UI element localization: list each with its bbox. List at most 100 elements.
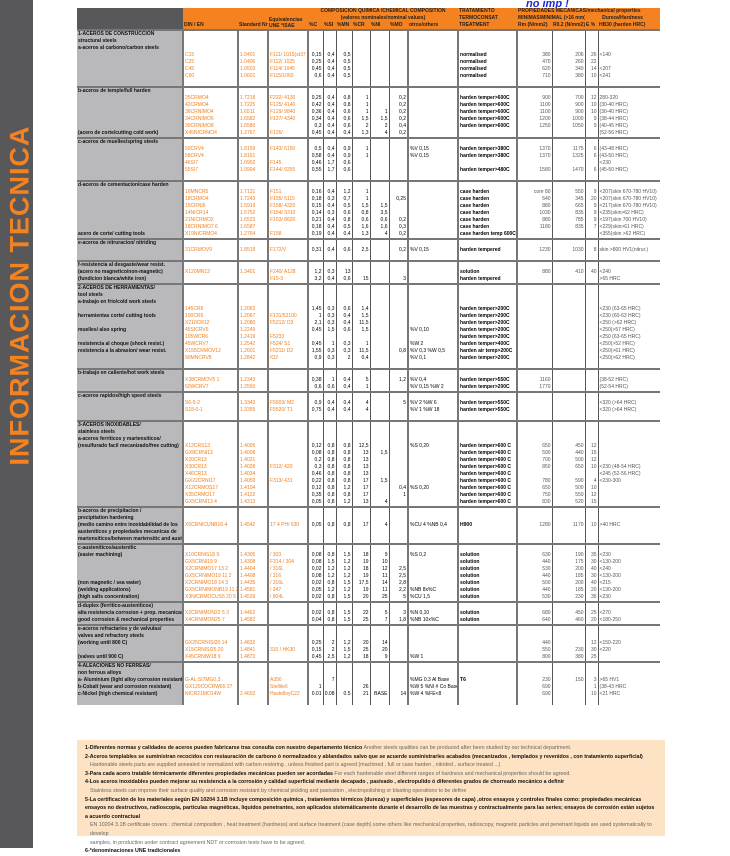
cell-equiv: / 316L (268, 566, 309, 573)
cell-equiv (268, 153, 309, 160)
cell-standard: 1.6580 (238, 123, 269, 130)
table-row: 14NICR14 1.5752 F154/ 3310 0,14 0,3 0,6 0,8 3,5… (77, 210, 660, 217)
cell-si: 0,8 (323, 464, 337, 471)
cell-hardness (598, 601, 661, 610)
cell-ni (370, 368, 390, 377)
table-row: (fundicion blanca/white iron) F15-3 3,2 0,4… (77, 276, 660, 284)
cell-mo (389, 536, 409, 544)
cell-mo (389, 160, 409, 167)
cell-cr: 19 (352, 573, 371, 580)
cell-mo: 0,2 (389, 217, 409, 224)
cell-equiv (268, 299, 309, 306)
cell-standard: 1.4542 (238, 522, 269, 529)
cell-ni (370, 355, 390, 362)
cell-cr: 11,5 (352, 348, 371, 355)
cell-si: 0,3 (323, 313, 337, 320)
cell-others (408, 123, 460, 130)
cell-label: valves and refractory steels (77, 633, 184, 640)
cell-din: 36CRNIMO4 (183, 109, 239, 116)
cell-cr (352, 269, 371, 276)
cell-mo: 5 (389, 400, 409, 407)
cell-mn: 0,9 (336, 146, 353, 153)
cell-si (323, 80, 337, 87)
cell-ni: 1,5 (370, 203, 390, 210)
cell-standard: 1.0401 (238, 52, 269, 59)
cell-standard (238, 633, 269, 640)
cell-c: 0,02 (308, 566, 324, 573)
cell-standard (238, 536, 269, 544)
cell-din (183, 260, 239, 269)
cell-equiv (268, 260, 309, 269)
cell-rm: 440 (517, 559, 553, 566)
cell-mo (389, 146, 409, 153)
cell-rp: 1170 (552, 522, 586, 529)
table-row: f-resistencia al desgaste/wear resist. (77, 260, 661, 269)
cell-hardness: <230 (599, 552, 611, 558)
cell-cr: 4 (352, 400, 371, 407)
table-row: non ferrous alloys (77, 670, 660, 677)
cell-hardness: <150-220 (599, 640, 621, 646)
table-row: tool steels (77, 292, 660, 299)
cell-equiv (268, 610, 309, 617)
cell-hardness (598, 137, 661, 146)
cell-standard: 1.7218 (238, 95, 269, 102)
cell-si: 0,4 (323, 224, 337, 231)
cell-si: 0.08 (323, 691, 337, 698)
cell-hardness: <230 (48-54 HRC) (599, 464, 641, 470)
cell-rm: 500 (517, 580, 553, 587)
cell-treatment (458, 238, 519, 247)
cell-mo (389, 66, 409, 73)
cell-si: 7 (323, 677, 337, 684)
cell-rm: 1280 (517, 522, 553, 529)
table-row (77, 174, 660, 181)
cell-hardness (598, 633, 660, 640)
cell-si: 0,4 (323, 247, 337, 254)
cell-mn: 0,8 (336, 217, 353, 224)
cell-treatment: harden temper>600C (458, 109, 519, 116)
cell-rm (517, 231, 553, 239)
cell-rp (552, 624, 586, 633)
cell-hardness (598, 443, 660, 450)
cell-mo: 3 (389, 276, 409, 284)
cell-cr: 1,5 (352, 203, 371, 210)
cell-equiv: F131/52100 (268, 313, 309, 320)
note-line: 1-Diferentes normas y calidades de acero… (85, 744, 657, 753)
cell-c (308, 362, 324, 369)
cell-ni: 1,5 (370, 116, 390, 123)
cell-others (408, 624, 460, 633)
cell-ni (370, 414, 390, 421)
cell-hardness: <250(>57 HRC) (599, 327, 635, 333)
cell-ni (370, 52, 390, 59)
cell-hardness: skin >800 HV1(nitrur.) (599, 247, 649, 253)
cell-mn (336, 299, 353, 306)
cell-c: 0,34 (308, 116, 324, 123)
cell-ni (370, 543, 390, 552)
cell-rm: 880 (517, 203, 553, 210)
cell-si: 0,6 (323, 384, 337, 392)
cell-equiv (268, 45, 309, 52)
cell-ni: 4 (370, 130, 390, 138)
cell-hardness (598, 362, 660, 369)
table-row: 145CR6 1.2063 1,45 0,3 0,6 1,4 harden temper>2… (77, 306, 660, 313)
note-en: Stainless steels can improve their surfa… (90, 787, 467, 794)
note-en: Another steels qualities can be produced… (363, 745, 572, 751)
cell-mo (389, 471, 409, 478)
cell-hardness: <250(>52 HRC) (599, 341, 635, 347)
cell-din (183, 698, 239, 705)
cell-hardness (598, 45, 660, 52)
cell-others (408, 647, 460, 654)
cell-rm: 700 (517, 457, 553, 464)
cell-c: 0,08 (308, 573, 324, 580)
cell-ni (370, 196, 390, 203)
cell-label (77, 334, 184, 341)
cell-others (408, 254, 460, 261)
cell-mn: 1,2 (336, 499, 353, 507)
note-es: 5-La certificación de los materiales seg… (85, 796, 642, 803)
cell-standard (238, 414, 269, 421)
cell-others (408, 116, 460, 123)
cell-rp: 190 (552, 552, 586, 559)
cell-e: 30 (585, 559, 599, 566)
cell-c: 0,22 (308, 478, 324, 485)
cell-cr: 25 (352, 647, 371, 654)
cell-si: 0,8 (323, 594, 337, 602)
